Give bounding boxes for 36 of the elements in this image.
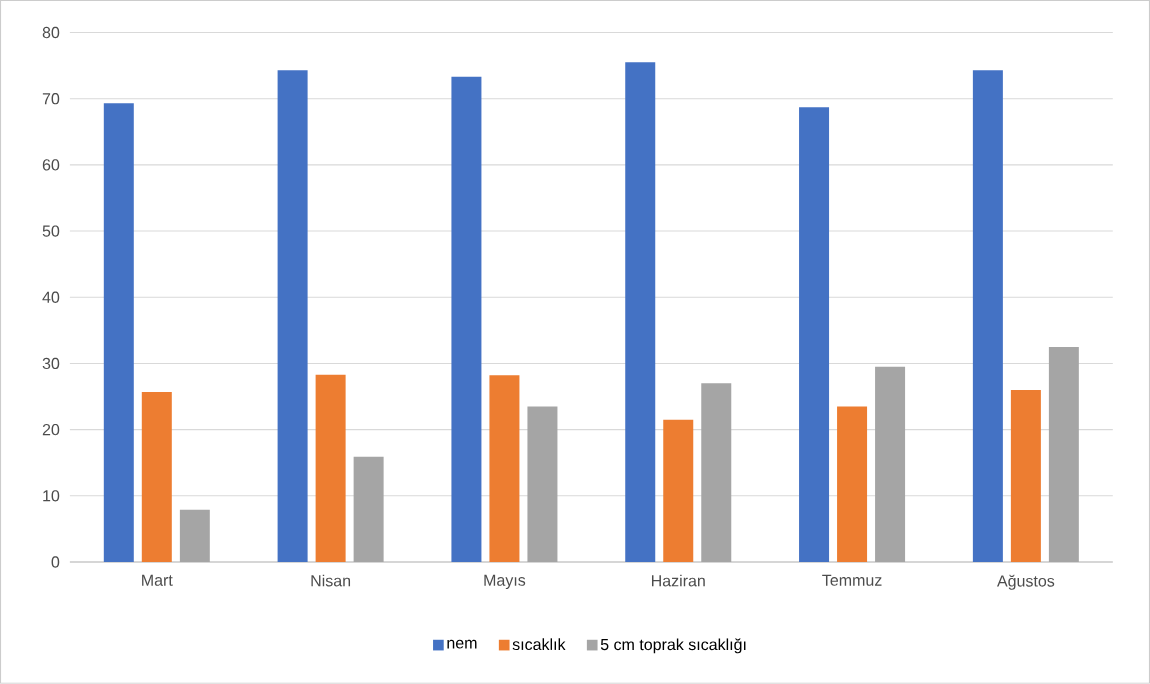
- bar: [489, 375, 520, 563]
- x-tick-label: Temmuz: [822, 574, 882, 586]
- legend-label: nem: [447, 639, 477, 649]
- y-tick-label: 80: [42, 26, 60, 39]
- y-tick-label: 10: [43, 490, 60, 502]
- bar: [875, 366, 906, 563]
- y-tick-label: 40: [42, 291, 60, 303]
- x-tick-label: Ağustos: [996, 574, 1055, 590]
- legend-label: sıcaklık: [512, 638, 566, 651]
- bar: [315, 374, 346, 563]
- x-tick-label: Nisan: [311, 574, 351, 587]
- bar: [1048, 346, 1079, 563]
- bar: [451, 76, 482, 563]
- bar: [103, 103, 134, 563]
- x-tick-label: Mart: [142, 574, 173, 586]
- bar: [141, 391, 172, 563]
- bar: [625, 62, 656, 563]
- bar: [701, 383, 732, 563]
- y-tick-label: 50: [42, 225, 60, 237]
- bar: [837, 406, 868, 563]
- y-tick-label: 20: [42, 424, 60, 436]
- bar: [972, 70, 1003, 563]
- bar: [663, 419, 694, 563]
- x-tick-label: Mayıs: [484, 574, 526, 590]
- legend-label: 5 cm toprak sıcaklığı: [600, 638, 746, 654]
- y-tick-label: 30: [42, 357, 60, 370]
- bar: [277, 70, 308, 563]
- bar: [1010, 389, 1041, 563]
- bar: [527, 406, 558, 563]
- bar: [353, 456, 384, 563]
- y-tick-label: 60: [42, 159, 60, 171]
- bar: [799, 107, 830, 563]
- y-tick-label: 70: [42, 93, 60, 105]
- bar: [179, 509, 210, 563]
- x-tick-label: Haziran: [652, 574, 705, 587]
- y-tick-label: 0: [51, 556, 60, 568]
